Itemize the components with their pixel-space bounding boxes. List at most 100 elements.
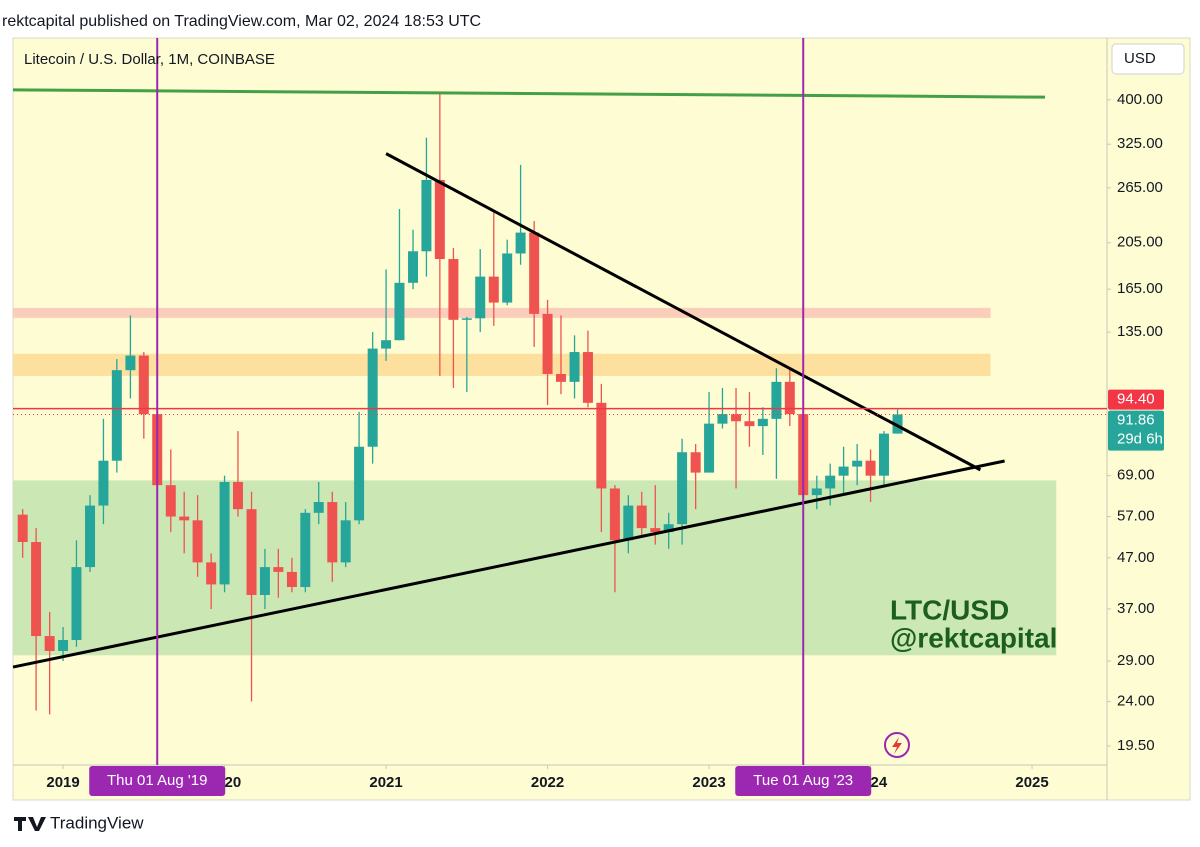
candle-body (488, 276, 499, 303)
candle-body (219, 481, 230, 585)
candle-body (192, 520, 203, 563)
vertical-line-label: Thu 01 Aug '19 (107, 772, 207, 789)
candle-body (246, 509, 257, 595)
candle-body (179, 516, 190, 521)
y-tick-label: 400.00 (1117, 91, 1163, 108)
candle-body (731, 414, 742, 422)
candle-body (85, 505, 96, 568)
y-tick-label: 37.00 (1117, 600, 1155, 617)
candle-body (44, 636, 55, 651)
candle-body (313, 502, 324, 513)
candle-body (138, 355, 149, 415)
candle-body (650, 528, 661, 533)
candle-body (811, 488, 822, 496)
candle-body (367, 348, 378, 447)
countdown: 29d 6h (1117, 431, 1163, 448)
candle-body (852, 460, 863, 467)
price-line-label-box (1108, 389, 1164, 410)
candle-body (865, 460, 876, 476)
y-tick-label: 69.00 (1117, 467, 1155, 484)
lightning-icon[interactable] (884, 732, 910, 758)
y-tick-label: 57.00 (1117, 508, 1155, 525)
candle-body (394, 282, 405, 341)
candle-body (421, 179, 432, 252)
candle-body (273, 567, 284, 572)
symbol-title: Litecoin / U.S. Dollar, 1M, COINBASE (24, 51, 275, 68)
candle-body (354, 446, 365, 521)
x-tick-label: 2025 (1015, 774, 1048, 791)
candle-body (757, 418, 768, 427)
y-tick-label: 325.00 (1117, 135, 1163, 152)
candle-body (232, 481, 243, 510)
candle-body (569, 352, 580, 382)
candle-body (892, 414, 903, 434)
candle-body (690, 452, 701, 473)
zones (13, 307, 1057, 656)
lightning-bolt (892, 737, 902, 754)
candle-body (771, 381, 782, 419)
x-tick-label: 2021 (369, 774, 402, 791)
candle-body (448, 259, 459, 320)
x-tick-label: 2019 (46, 774, 79, 791)
candle-body (31, 542, 42, 637)
trend-line (12, 459, 1005, 669)
candle-body (475, 276, 486, 319)
candle-body (623, 505, 634, 541)
overlay (12, 38, 1107, 765)
x-tick-label: 2023 (692, 774, 725, 791)
y-tick-label: 24.00 (1117, 693, 1155, 710)
candle-body (17, 514, 28, 543)
candle-body (663, 524, 674, 533)
watermark: @rektcapital (890, 622, 1057, 653)
x-tick-label: 2022 (531, 774, 564, 791)
currency: USD (1124, 50, 1156, 67)
vertical-line-label-box (89, 766, 226, 796)
vertical-line-label-box (735, 766, 872, 796)
y-tick-label: 135.00 (1117, 323, 1163, 340)
brand: TradingView (50, 813, 144, 832)
watermark: LTC/USD (890, 594, 1009, 625)
candle-body (609, 488, 620, 541)
price-line-label: 94.40 (1117, 391, 1155, 408)
candle-body (582, 352, 593, 403)
brand-logo (14, 817, 46, 831)
candle-body (596, 402, 607, 489)
candle-body (515, 232, 526, 254)
candle-body (327, 502, 338, 563)
candle-body (381, 340, 392, 349)
y-tick-label: 47.00 (1117, 549, 1155, 566)
candle-body (461, 318, 472, 320)
candle-body (542, 313, 553, 374)
candle-body (636, 505, 647, 529)
candle-body (286, 571, 297, 588)
candle-body (717, 414, 728, 424)
candle-body (340, 520, 351, 563)
candle-body (71, 567, 82, 641)
y-tick-label: 165.00 (1117, 280, 1163, 297)
zone (13, 480, 1057, 656)
candle-body (165, 485, 176, 517)
candle-body (744, 421, 755, 427)
candle-body (784, 381, 795, 415)
candle-body (434, 179, 445, 260)
vertical-line-label: Tue 01 Aug '23 (753, 772, 853, 789)
candle-body (58, 640, 69, 651)
header: rektcapital published on TradingView.com… (2, 13, 481, 30)
candle-body (125, 355, 136, 371)
candle-body (111, 370, 122, 461)
candle-body (838, 466, 849, 476)
candle-body (825, 475, 836, 489)
candle-body (98, 460, 109, 506)
y-tick-label: 29.00 (1117, 652, 1155, 669)
trend-line (12, 88, 1045, 99)
grid (62, 99, 1111, 769)
last-price-box (1108, 410, 1164, 451)
candle-body (300, 512, 311, 588)
currency-box[interactable] (1111, 43, 1185, 75)
candle-body (259, 567, 270, 595)
y-tick-label: 265.00 (1117, 179, 1163, 196)
candle-body (677, 452, 688, 525)
trend-line (385, 152, 982, 472)
